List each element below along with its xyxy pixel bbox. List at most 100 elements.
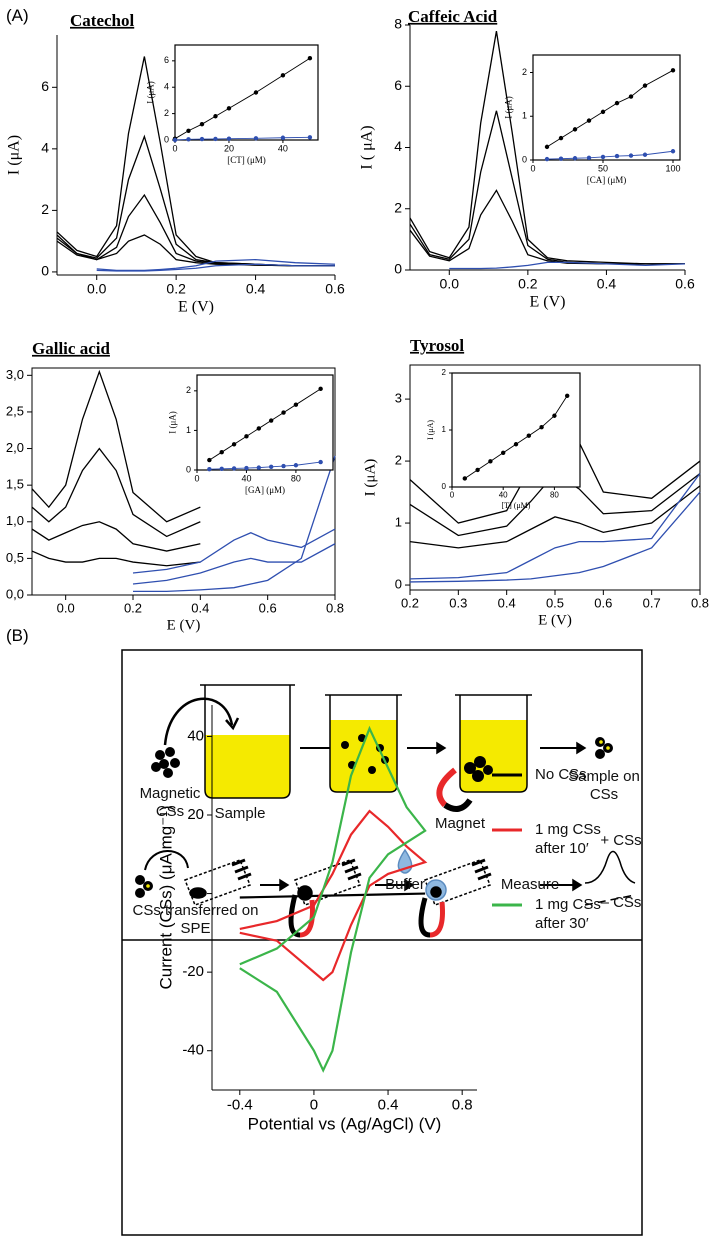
x-tick-label: 0.4 — [498, 596, 516, 611]
x-tick-label: 0.8 — [326, 601, 344, 616]
panel-b-frame — [121, 649, 643, 1236]
data-point — [186, 137, 191, 142]
data-point — [307, 135, 313, 140]
data-point — [628, 94, 634, 99]
x-tick-label: 80 — [291, 474, 301, 484]
y-tick-label: 0 — [196, 885, 204, 902]
y-axis-label: I (μA) — [168, 411, 178, 434]
data-point — [207, 457, 212, 463]
series-line — [31, 550, 201, 567]
chart: 0 40 80 0 1 2 [GA] (μM) I (μA) — [168, 374, 334, 495]
diagram-label: CSs transferred on SPE — [132, 902, 259, 937]
x-tick-label: 0.2 — [166, 281, 186, 297]
x-tick-label: 0 — [530, 164, 535, 174]
y-tick-label: 2 — [186, 385, 191, 395]
chart: 0.0 0.2 0.4 0.6 0 2 4 6 E (V) I (μA) Catechol — [6, 11, 345, 316]
x-axis-label: E (V) — [538, 612, 572, 628]
chart: 0 50 100 0 1 2 [CA] (μM) I (μA) — [504, 54, 681, 185]
y-tick-label: 0 — [41, 263, 49, 279]
y-tick-label: 4 — [164, 82, 169, 92]
data-point — [307, 55, 313, 61]
series-line — [56, 234, 335, 267]
y-tick-label: 0 — [522, 154, 527, 164]
arrow-head — [576, 741, 587, 755]
data-point — [642, 152, 648, 157]
diagram-label: Sample — [214, 805, 266, 822]
y-tick-label: 4 — [394, 138, 402, 154]
x-tick-label: 0.8 — [452, 1096, 473, 1113]
data-point — [318, 459, 323, 465]
beaker-3 — [455, 694, 532, 793]
x-axis-label: [GA] (μM) — [245, 485, 285, 495]
data-point — [600, 154, 606, 160]
chart-title: Catechol — [70, 11, 134, 30]
data-point — [256, 465, 262, 470]
plot-frame — [174, 44, 319, 141]
chart: 0 20 40 0 2 4 6 [CT] (μM) I (μA) — [146, 44, 319, 165]
y-tick-label: 3,0 — [6, 367, 24, 382]
chart: -0.4 0 0.4 0.8 -40 -20 0 20 40 Potential vs (Ag/A… — [156, 705, 522, 1133]
chart: 0 40 80 0 1 2 [T] (μM) I (μA) — [426, 368, 581, 510]
data-point — [268, 418, 274, 423]
data-point — [544, 144, 550, 150]
y-axis-label: I (μA) — [6, 135, 23, 175]
y-tick-label: 2,0 — [6, 440, 24, 455]
beaker-1 — [200, 684, 295, 799]
data-point — [552, 413, 557, 418]
y-axis-label: I (μA) — [362, 459, 378, 497]
series-line — [133, 455, 336, 592]
y-tick-label: 20 — [187, 806, 204, 823]
series-line — [409, 31, 685, 265]
x-tick-label: 0.2 — [401, 596, 419, 611]
magnet — [436, 767, 457, 808]
x-tick-label: 100 — [665, 164, 680, 174]
data-point — [614, 100, 620, 106]
diagram-label: Magnetic CSs — [139, 785, 201, 820]
data-point — [281, 463, 286, 469]
x-tick-label: 0.4 — [191, 601, 209, 616]
y-tick-label: 1 — [186, 425, 191, 435]
series-line — [409, 485, 701, 549]
data-point — [501, 450, 506, 455]
legend-label: No CSs — [535, 766, 587, 783]
data-point — [586, 155, 592, 161]
series-line — [239, 892, 426, 899]
y-tick-label: 2 — [164, 108, 169, 118]
x-tick-label: 0.2 — [124, 601, 142, 616]
x-tick-label: 80 — [550, 491, 559, 500]
data-point — [199, 136, 205, 142]
data-point — [253, 90, 259, 95]
y-tick-label: 2 — [395, 453, 402, 468]
plot-frame — [451, 372, 581, 488]
arrow-head — [279, 878, 290, 892]
x-tick-label: 40 — [499, 491, 508, 500]
data-point — [558, 156, 564, 161]
data-point — [231, 442, 237, 447]
x-tick-label: 0.6 — [594, 596, 612, 611]
diagram-label: – CSs — [600, 894, 642, 911]
x-tick-label: 0.0 — [57, 601, 75, 616]
panel-label: (B) — [6, 626, 29, 645]
data-point — [268, 464, 274, 470]
data-point — [281, 410, 286, 415]
data-point — [526, 433, 531, 438]
y-tick-label: 6 — [41, 78, 49, 94]
x-tick-label: -0.4 — [227, 1096, 253, 1113]
data-point — [488, 459, 493, 464]
data-point — [207, 467, 212, 472]
x-tick-label: 0.7 — [643, 596, 661, 611]
y-tick-label: 40 — [187, 727, 204, 744]
css-small — [135, 875, 153, 898]
diagram-label: Buffer — [385, 876, 425, 893]
data-point — [600, 109, 606, 115]
panel-label: (A) — [6, 6, 29, 25]
y-tick-label: 1,0 — [6, 513, 24, 528]
y-tick-label: 0 — [164, 134, 169, 144]
css-balls — [151, 747, 180, 778]
y-tick-label: -20 — [182, 963, 204, 980]
data-point — [586, 118, 592, 123]
data-point — [462, 476, 467, 481]
y-axis-label: I (μA) — [504, 96, 514, 119]
series-line — [31, 447, 201, 538]
x-tick-label: 0.8 — [691, 596, 709, 611]
